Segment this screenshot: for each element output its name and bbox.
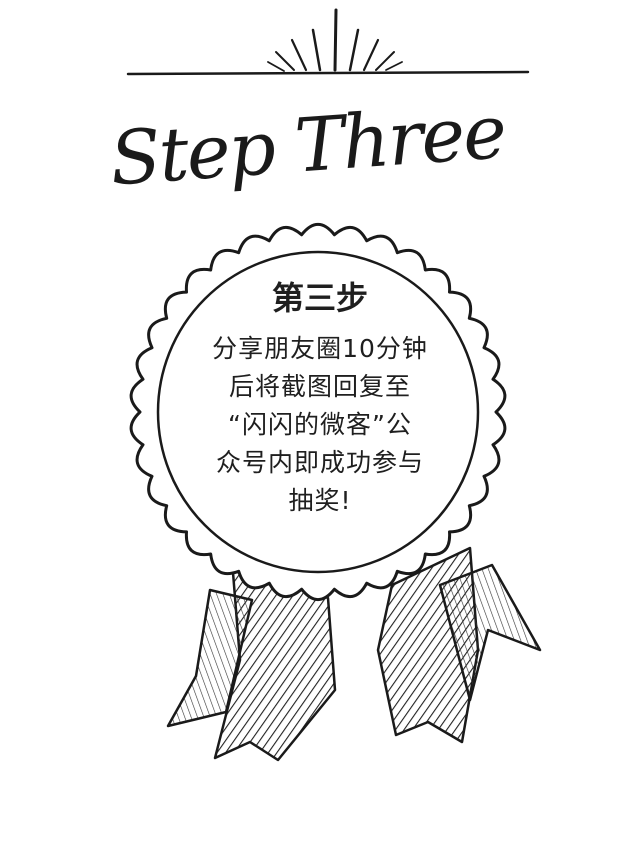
- sunburst-icon: [126, 8, 530, 76]
- badge-text: 第三步 分享朋友圈10分钟 后将截图回复至 “闪闪的微客”公 众号内即成功参与 …: [170, 276, 470, 520]
- badge-line: “闪闪的微客”公: [228, 410, 412, 439]
- badge-line: 抽奖!: [288, 486, 352, 515]
- badge-line: 分享朋友圈10分钟: [212, 334, 428, 363]
- ribbon-icon: [166, 546, 542, 762]
- badge-body: 分享朋友圈10分钟 后将截图回复至 “闪闪的微客”公 众号内即成功参与 抽奖!: [170, 330, 470, 520]
- rosette-badge-icon: [129, 222, 507, 602]
- badge-line: 后将截图回复至: [228, 372, 411, 401]
- badge-line: 众号内即成功参与: [215, 448, 424, 477]
- badge-title: 第三步: [271, 279, 368, 317]
